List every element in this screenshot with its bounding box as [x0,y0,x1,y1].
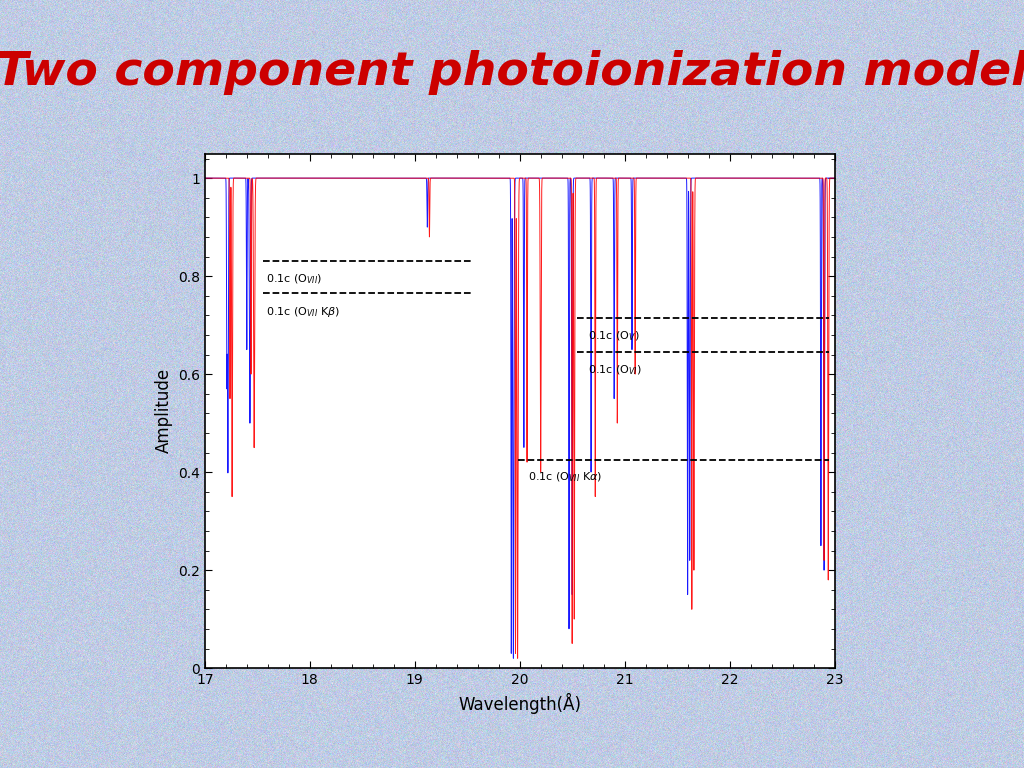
Text: 0.1c (O$_{VI}$): 0.1c (O$_{VI}$) [588,363,642,377]
Text: 0.1c (O$_{VII}$ K$\alpha$): 0.1c (O$_{VII}$ K$\alpha$) [528,471,602,485]
Text: Two component photoionization model: Two component photoionization model [0,51,1024,95]
Text: 0.1c (O$_{V}$): 0.1c (O$_{V}$) [588,329,640,343]
Text: 0.1c (O$_{VII}$ K$\beta$): 0.1c (O$_{VII}$ K$\beta$) [265,305,340,319]
X-axis label: Wavelength(Å): Wavelength(Å) [458,693,582,713]
Text: 0.1c (O$_{VII}$): 0.1c (O$_{VII}$) [265,272,322,286]
Y-axis label: Amplitude: Amplitude [155,369,172,453]
